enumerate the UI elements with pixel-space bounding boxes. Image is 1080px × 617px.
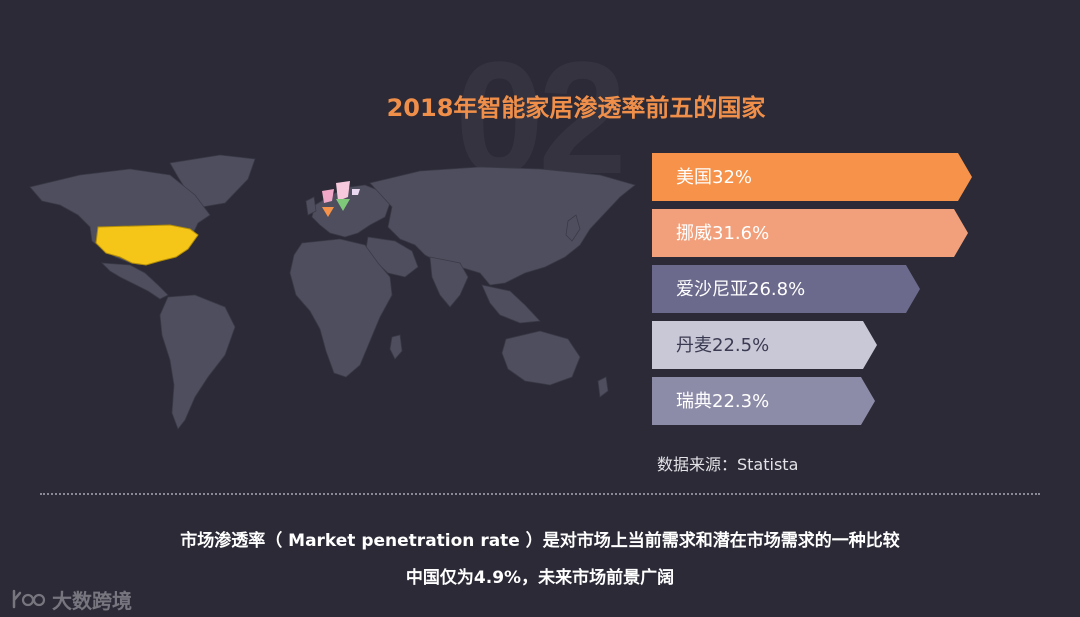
divider	[40, 493, 1040, 495]
map-madagascar	[389, 334, 403, 360]
map-new-zealand	[597, 376, 609, 398]
bar-label-瑞典: 瑞典22.3%	[676, 391, 769, 412]
map-southeast-asia	[481, 284, 541, 324]
map-india	[429, 256, 469, 308]
bar-label-爱沙尼亚: 爱沙尼亚26.8%	[676, 279, 805, 300]
map-africa	[289, 238, 393, 378]
bar-chart: 美国32% 挪威31.6% 爱沙尼亚26.8% 丹麦22.5% 瑞典22.3%	[652, 153, 972, 425]
marker-sweden	[336, 181, 350, 201]
map-usa-highlight	[95, 224, 199, 266]
brand-logo: 大数跨境	[10, 585, 132, 613]
data-source: 数据来源：Statista	[657, 455, 799, 474]
bar-丹麦	[652, 321, 877, 369]
brand-logo-icon	[12, 589, 46, 609]
bar-瑞典	[652, 377, 875, 425]
footnote-china: 中国仅为4.9%，未来市场前景广阔	[405, 568, 675, 588]
footnote-definition: 市场渗透率（ Market penetration rate ）是对市场上当前需…	[180, 531, 900, 551]
marker-green-pin	[336, 199, 350, 211]
bar-美国	[652, 153, 972, 201]
map-central-america	[100, 262, 169, 300]
brand-logo-text: 大数跨境	[52, 588, 132, 613]
world-map	[29, 154, 636, 430]
chart-title: 2018年智能家居渗透率前五的国家	[386, 94, 766, 122]
map-south-america	[159, 294, 236, 430]
marker-denmark-pin	[322, 207, 334, 217]
map-uk	[305, 196, 317, 216]
map-australia	[501, 330, 581, 386]
bar-label-丹麦: 丹麦22.5%	[676, 335, 769, 356]
marker-norway	[322, 189, 334, 203]
marker-estonia	[352, 189, 360, 195]
bar-爱沙尼亚	[652, 265, 920, 313]
bar-挪威	[652, 209, 968, 257]
map-japan	[565, 214, 581, 242]
map-asia	[369, 166, 636, 286]
bar-label-挪威: 挪威31.6%	[676, 223, 769, 244]
bar-label-美国: 美国32%	[676, 167, 752, 188]
